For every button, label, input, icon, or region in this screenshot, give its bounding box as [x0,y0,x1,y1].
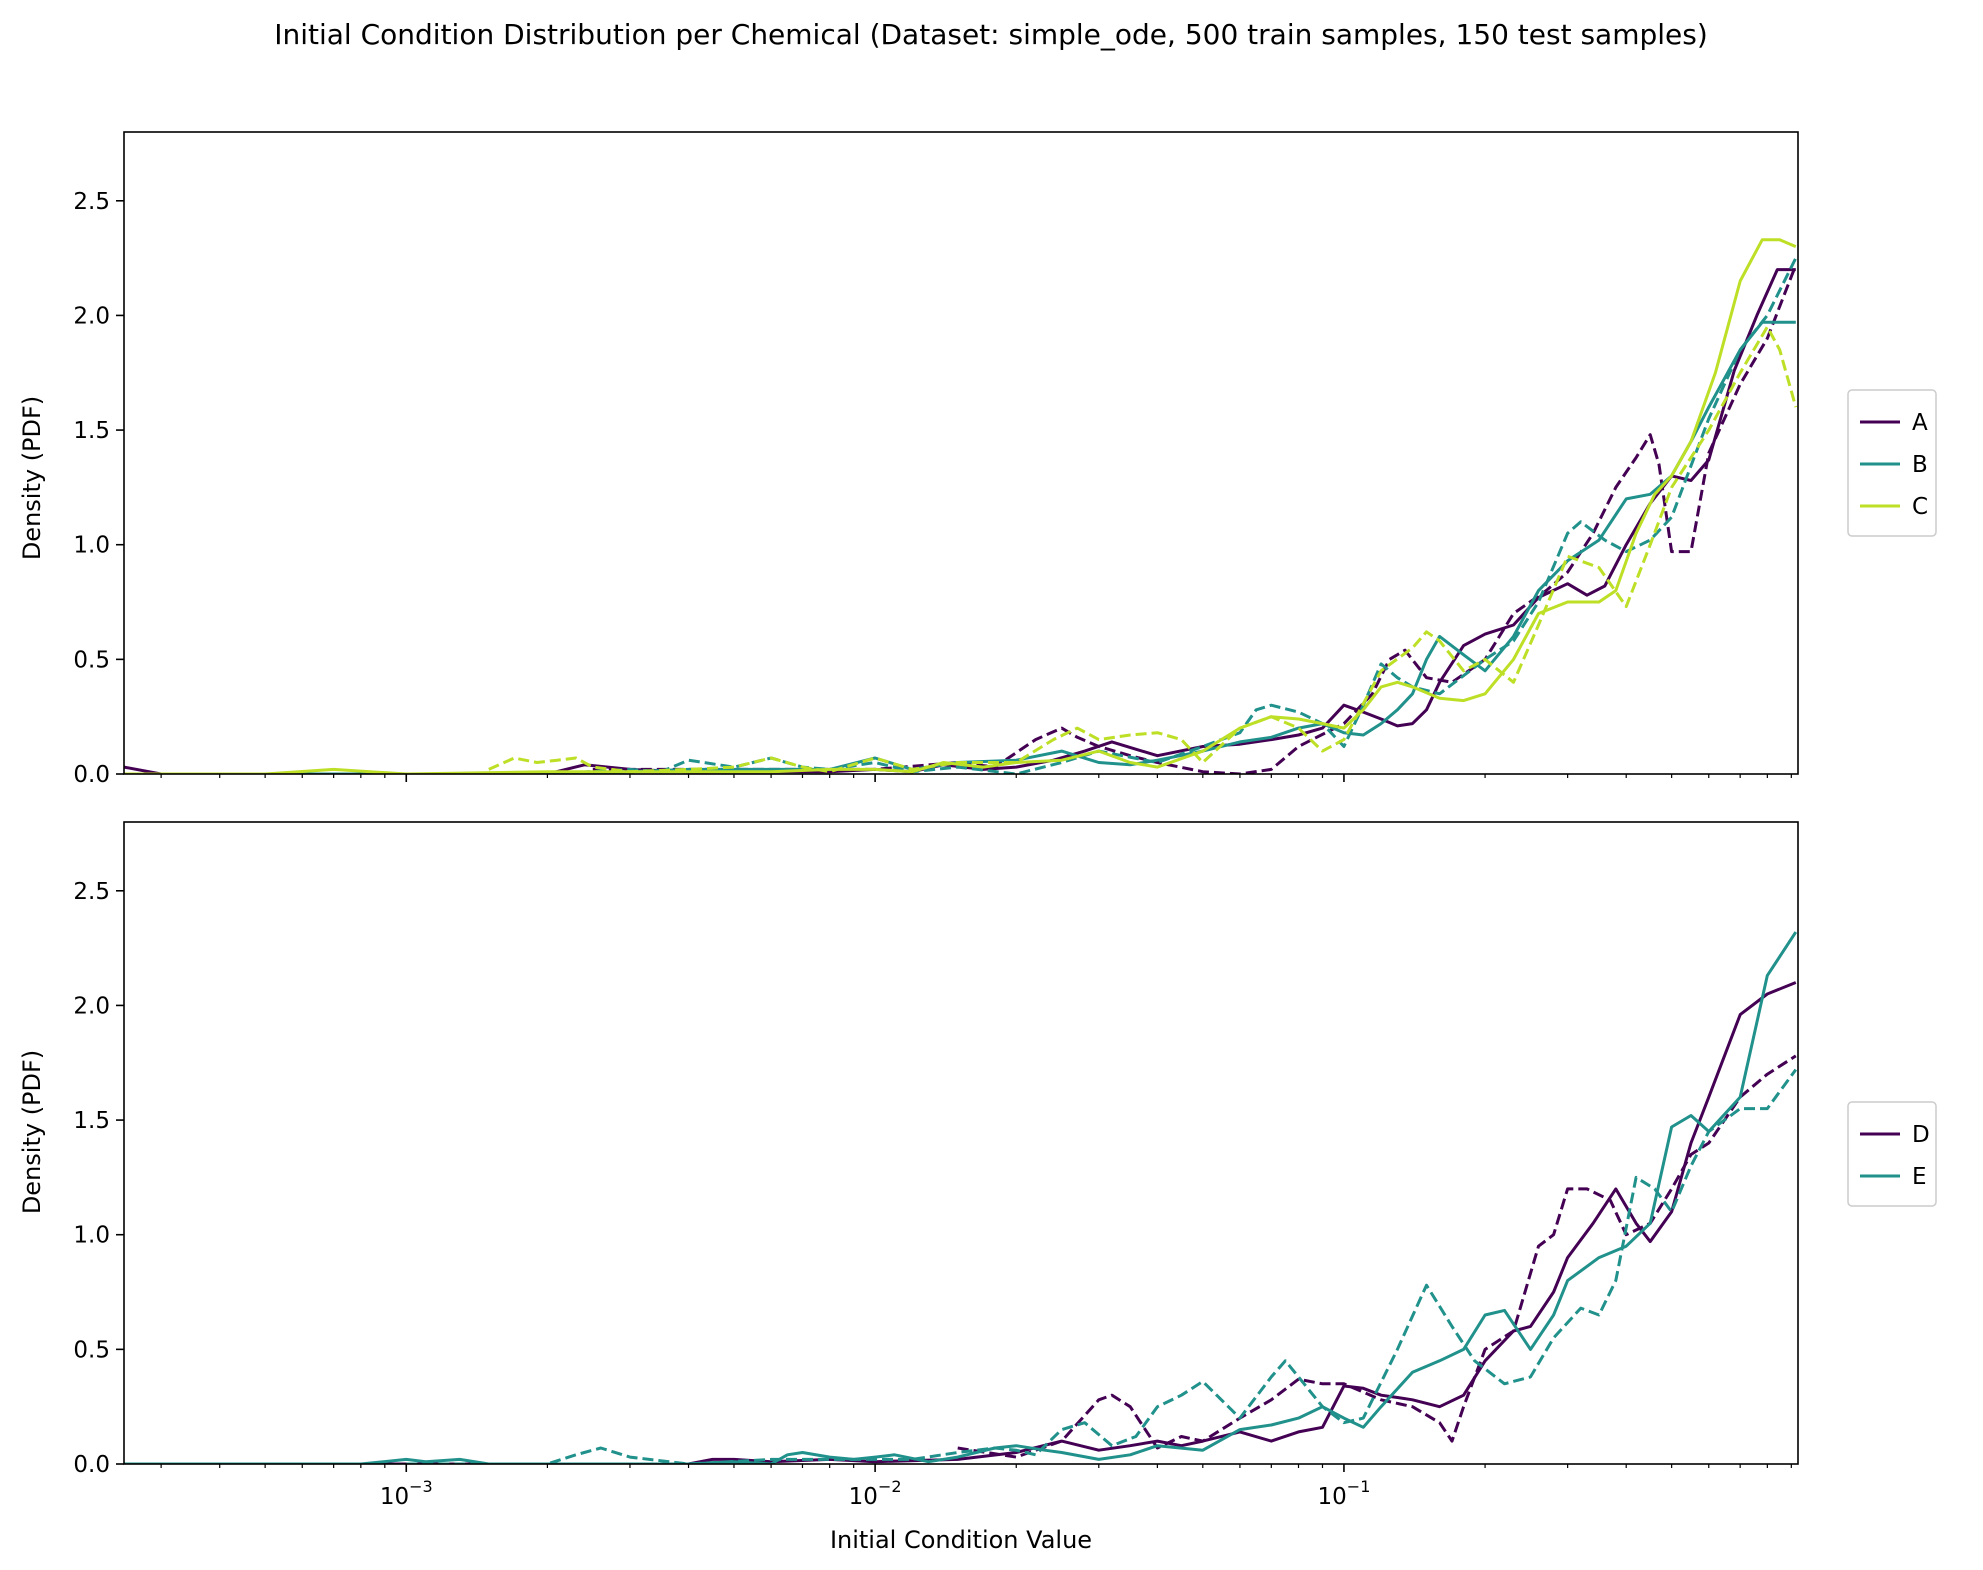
y-tick-label: 1.0 [73,533,110,559]
x-axis-label: Initial Condition Value [830,1526,1092,1554]
legend-box [1847,1101,1937,1207]
series-line-e-test [406,1068,1798,1464]
legend-label-c: C [1912,494,1928,520]
y-tick-label: 2.0 [73,303,110,329]
legend: DE [1847,1101,1937,1207]
series-group [124,238,1798,774]
legend-label-b: B [1912,452,1928,478]
panel-top: Density (PDF) 0.0 0.5 1.0 1.5 2.0 2.5 ABC [18,131,1937,788]
legend-label-a: A [1912,410,1928,436]
figure-title: Initial Condition Distribution per Chemi… [274,18,1708,51]
legend-label-e: E [1912,1164,1927,1190]
axes-frame [123,131,1799,775]
y-tick-label: 1.5 [73,1108,110,1134]
y-axis-label-top: Density (PDF) [18,396,46,560]
y-tick-label: 2.0 [73,993,110,1019]
y-tick-label: 0.0 [73,1452,110,1478]
series-line-d-train [124,981,1797,1464]
series-line-b-test [547,257,1798,774]
legend: ABC [1847,389,1937,537]
y-tick-label: 2.5 [73,879,110,905]
y-tick-label: 1.0 [73,1223,110,1249]
y-axis-label-bottom: Density (PDF) [18,1050,46,1214]
y-tick-label: 2.5 [73,189,110,215]
y-tick-label: 0.0 [73,762,110,788]
y-tick-label: 0.5 [73,1337,110,1363]
series-line-c-test [488,325,1798,774]
axes-frame [123,821,1799,1465]
legend-label-d: D [1912,1122,1930,1148]
y-tick-label: 0.5 [73,647,110,673]
y-tick-label: 1.5 [73,418,110,444]
series-line-a-test [592,264,1798,774]
series-line-d-test [957,1054,1797,1459]
